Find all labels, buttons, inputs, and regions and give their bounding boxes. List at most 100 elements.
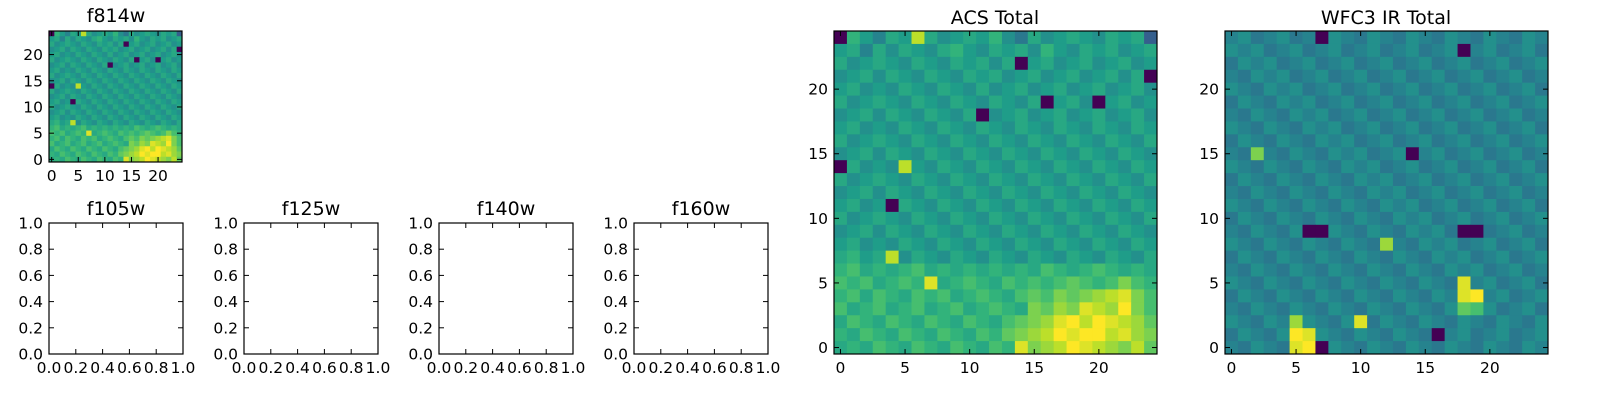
heatmap-cell — [1444, 341, 1458, 355]
heatmap-cell — [1079, 186, 1093, 200]
y-tick-label: 0.2 — [603, 319, 628, 337]
heatmap-cell — [872, 276, 887, 290]
heatmap-cell — [1105, 289, 1119, 303]
heatmap-cell — [1535, 289, 1549, 303]
heatmap-cell — [1092, 211, 1106, 226]
heatmap-cell — [1496, 108, 1510, 122]
heatmap-cell — [1380, 315, 1394, 329]
heatmap-cell — [1522, 95, 1536, 109]
heatmap-cell — [1522, 302, 1536, 316]
heatmap-cell — [102, 114, 108, 121]
heatmap-cell — [1225, 108, 1239, 122]
heatmap-cell — [1118, 302, 1132, 316]
heatmap-cell — [1535, 173, 1549, 187]
heatmap-cell — [75, 146, 82, 152]
heatmap-cell — [1380, 134, 1394, 148]
heatmap-cell — [134, 72, 140, 79]
heatmap-cell — [859, 121, 874, 135]
heatmap-cell — [1341, 121, 1355, 135]
heatmap-cell — [176, 146, 183, 152]
x-tick-label: 10 — [95, 167, 115, 185]
heatmap-cell — [1040, 224, 1055, 239]
heatmap-cell — [1014, 56, 1029, 71]
y-tick-label: 20 — [1199, 81, 1219, 99]
heatmap-cell — [118, 36, 124, 42]
heatmap-cells — [49, 31, 183, 163]
heatmap-cell — [1535, 250, 1549, 264]
heatmap-cell — [1328, 95, 1342, 109]
heatmap-cell — [139, 67, 146, 74]
heatmap-cell — [1144, 95, 1158, 109]
heatmap-cell — [54, 31, 61, 37]
heatmap-cell — [1225, 160, 1239, 174]
heatmap-cell — [1444, 276, 1458, 290]
heatmap-cell — [1144, 289, 1158, 303]
heatmap-cell — [91, 62, 98, 69]
heatmap-cell — [1328, 302, 1342, 316]
heatmap-cell — [171, 78, 178, 84]
heatmap-cell — [1341, 186, 1355, 200]
x-tick-label: 20 — [1089, 359, 1109, 377]
heatmap-cell — [950, 328, 964, 342]
heatmap-cell — [1001, 69, 1016, 84]
heatmap-cell — [1040, 276, 1055, 290]
heatmap-cell — [834, 69, 848, 84]
heatmap-cell — [937, 289, 951, 303]
heatmap-cell — [150, 83, 156, 90]
heatmap-cell — [144, 114, 151, 121]
heatmap-cell — [963, 108, 977, 122]
heatmap-cell — [107, 31, 114, 37]
heatmap-cell — [118, 51, 124, 58]
heatmap-cell — [80, 135, 87, 142]
heatmap-cell — [160, 135, 167, 142]
heatmap-cell — [75, 41, 82, 48]
y-tick-label: 0.6 — [213, 267, 238, 285]
heatmap-cell — [155, 146, 162, 152]
heatmap-cell — [1066, 315, 1080, 329]
heatmap-cell — [1263, 108, 1278, 122]
heatmap-cell — [1289, 82, 1303, 96]
heatmap-cell — [80, 46, 87, 53]
heatmap-cell — [1066, 43, 1080, 58]
heatmap-cell — [1131, 315, 1145, 329]
heatmap-cell — [1354, 276, 1368, 290]
heatmap-cell — [96, 104, 103, 110]
heatmap-cell — [1092, 69, 1106, 84]
heatmap-cell — [91, 31, 98, 37]
heatmap-cell — [128, 36, 135, 42]
heatmap-cell — [1105, 198, 1119, 213]
heatmap-cell — [123, 57, 130, 63]
heatmap-cell — [171, 51, 178, 58]
heatmap-cell — [75, 83, 82, 90]
heatmap-cell — [139, 78, 146, 84]
heatmap-cell — [950, 289, 964, 303]
heatmap-cell — [924, 69, 938, 84]
heatmap-cell — [1483, 43, 1497, 58]
heatmap-cell — [1250, 211, 1265, 226]
heatmap-cell — [171, 130, 178, 137]
heatmap-cell — [976, 263, 990, 277]
heatmap-cell — [1053, 186, 1067, 200]
heatmap-cell — [1263, 250, 1278, 264]
heatmap-cell — [1328, 198, 1342, 213]
heatmap-cell — [102, 104, 108, 110]
heatmap-cell — [91, 141, 98, 147]
heatmap-cell — [1509, 250, 1523, 264]
panel-title-acs-total: ACS Total — [951, 7, 1039, 29]
heatmap-cell — [1418, 69, 1433, 84]
heatmap-cell — [144, 135, 151, 142]
heatmap-cell — [1418, 160, 1433, 174]
heatmap-cell — [885, 211, 899, 226]
heatmap-cell — [1457, 341, 1471, 355]
heatmap-cell — [102, 141, 108, 147]
x-tick-label: 0.8 — [144, 359, 169, 377]
heatmap-cell — [1431, 173, 1446, 187]
heatmap-cell — [86, 62, 92, 69]
heatmap-cell — [911, 108, 925, 122]
heatmap-cell — [80, 72, 87, 79]
heatmap-cell — [924, 289, 938, 303]
heatmap-cell — [911, 250, 925, 264]
heatmap-cell — [1405, 211, 1420, 226]
heatmap-cell — [1496, 289, 1510, 303]
heatmap-cell — [1092, 341, 1106, 355]
